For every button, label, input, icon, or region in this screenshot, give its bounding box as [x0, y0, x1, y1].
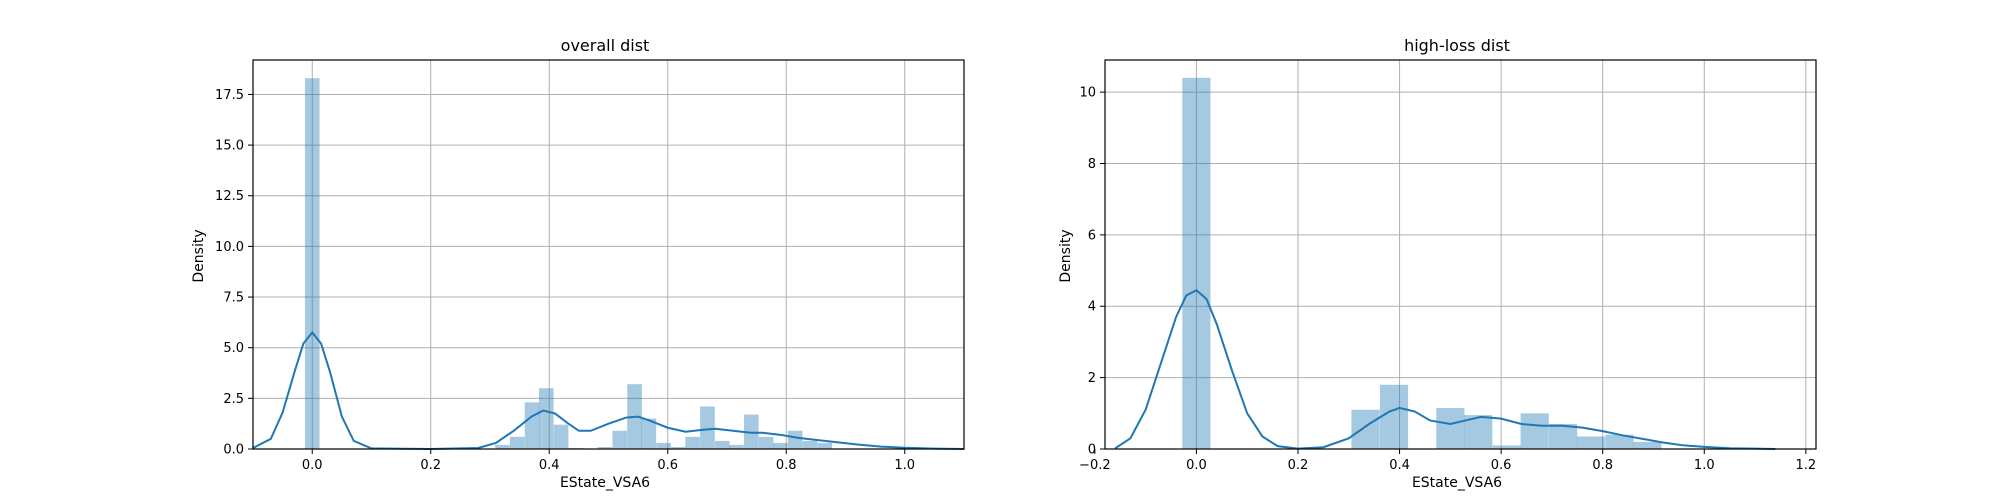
kde-line [252, 330, 965, 451]
chart-overall-dist: overall dist EState_VSA6 Density 0.0 0.2 0… [191, 36, 965, 491]
plot-frame [252, 59, 965, 450]
x-tick-label: 0.2 [1288, 458, 1309, 473]
y-axis-ticks: 0 2 4 6 8 10 [1079, 86, 1105, 458]
x-tick-label: 0.6 [657, 458, 678, 473]
histogram-bar [773, 442, 788, 449]
x-tick-label: 0.8 [776, 458, 797, 473]
y-tick-label: 8 [1088, 157, 1096, 172]
histogram-bars [1182, 77, 1662, 449]
x-tick-label: 1.0 [1694, 458, 1715, 473]
histogram-bar [1548, 424, 1578, 449]
histogram-bar [509, 436, 525, 449]
x-tick-label: 1.2 [1795, 458, 1816, 473]
histogram-bar [1464, 415, 1493, 449]
y-tick-label: 5.0 [223, 341, 244, 356]
y-tick-label: 2 [1088, 371, 1096, 386]
histogram-bar [1379, 384, 1409, 449]
x-tick-label: 0.2 [420, 458, 441, 473]
histogram-bar [1576, 436, 1606, 449]
histogram-bar [685, 436, 700, 449]
x-tick-label: 0.0 [302, 458, 323, 473]
histogram-bar [495, 444, 510, 449]
chart-title: overall dist [561, 36, 650, 55]
x-tick-label: 1.0 [894, 458, 915, 473]
y-tick-label: 7.5 [223, 291, 244, 306]
y-tick-label: 15.0 [215, 139, 244, 154]
histogram-bar [524, 402, 540, 449]
histogram-bar [641, 418, 657, 449]
y-tick-label: 10.0 [215, 240, 244, 255]
histogram-bar [1436, 407, 1465, 449]
y-axis-label: Density [1058, 229, 1074, 282]
y-tick-label: 12.5 [215, 189, 244, 204]
histogram-bar [538, 388, 554, 449]
y-tick-label: 0 [1088, 443, 1096, 458]
chart-high-loss-dist: high-loss dist EState_VSA6 Density −0.2 0… [1058, 36, 1817, 491]
histogram-bar [1633, 441, 1662, 449]
histogram-bar [714, 440, 730, 449]
x-axis-ticks: 0.0 0.2 0.4 0.6 0.8 1.0 [302, 449, 915, 473]
histogram-bar [758, 436, 774, 449]
y-tick-label: 0.0 [223, 443, 244, 458]
grid [1105, 60, 1816, 450]
histogram-bar [671, 446, 686, 449]
histogram-bar [700, 406, 715, 449]
histogram-bar [817, 442, 833, 449]
histogram-bar [1182, 77, 1211, 449]
histogram-bar [729, 444, 744, 449]
histogram-bar [787, 430, 803, 449]
kde-line [1114, 288, 1776, 450]
histogram-bar [1605, 434, 1634, 449]
y-tick-label: 2.5 [223, 392, 244, 407]
y-tick-label: 10 [1079, 86, 1096, 101]
x-tick-label: 0.8 [1592, 458, 1613, 473]
x-axis-label: EState_VSA6 [1412, 475, 1502, 491]
y-tick-label: 4 [1088, 300, 1096, 315]
y-axis-ticks: 0.0 2.5 5.0 7.5 10.0 12.5 15.0 17.5 [215, 88, 253, 458]
histogram-bar [1492, 445, 1521, 449]
x-tick-label: 0.4 [539, 458, 560, 473]
histogram-bar [1351, 409, 1380, 449]
histogram-bars [304, 78, 833, 449]
histogram-bar [597, 446, 613, 449]
grid [253, 60, 964, 450]
y-axis-label: Density [191, 229, 207, 282]
histogram-bar [656, 442, 671, 449]
x-tick-label: 0.4 [1389, 458, 1410, 473]
histogram-bar [1520, 413, 1549, 449]
histogram-bar [743, 414, 759, 449]
plot-frame [1104, 59, 1817, 450]
x-tick-label: −0.2 [1079, 458, 1111, 473]
x-axis-ticks: −0.2 0.0 0.2 0.4 0.6 0.8 1.0 1.2 [1079, 449, 1816, 473]
y-tick-label: 17.5 [215, 88, 244, 103]
x-axis-label: EState_VSA6 [560, 475, 650, 491]
x-tick-label: 0.0 [1186, 458, 1207, 473]
histogram-bar [802, 440, 818, 449]
chart-title: high-loss dist [1404, 36, 1510, 55]
histogram-bar [304, 78, 320, 449]
y-tick-label: 6 [1088, 228, 1096, 243]
histogram-bar [553, 424, 569, 449]
x-tick-label: 0.6 [1491, 458, 1512, 473]
histogram-bar [612, 430, 628, 449]
